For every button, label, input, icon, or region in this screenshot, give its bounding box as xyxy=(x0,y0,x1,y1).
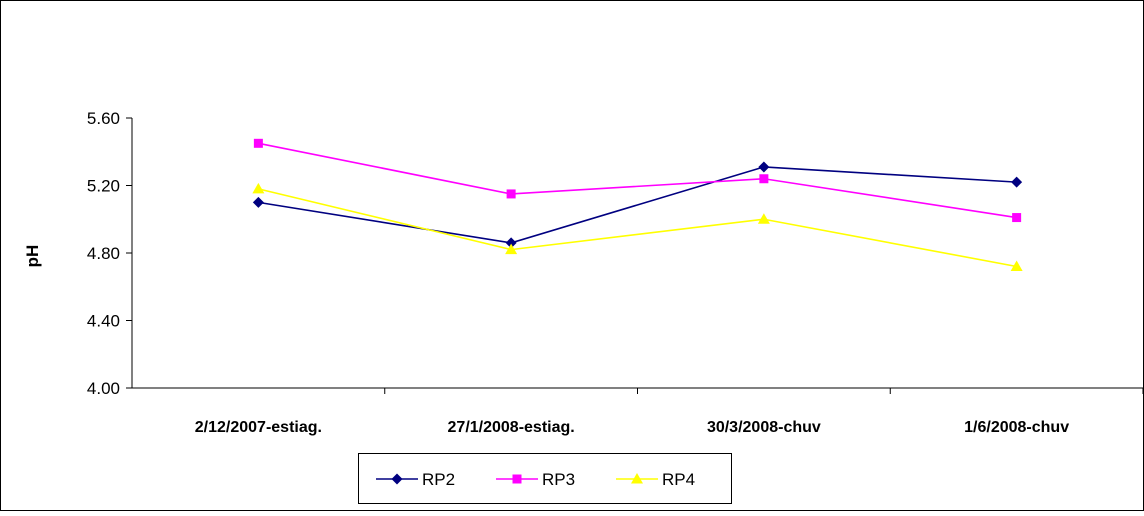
x-tick-label: 30/3/2008-chuv xyxy=(707,419,821,436)
series-line xyxy=(258,188,1017,268)
legend-item-rp4: RP4 xyxy=(616,470,695,489)
data-point xyxy=(758,161,770,173)
legend-label: RP2 xyxy=(422,470,455,489)
legend-item-rp2: RP2 xyxy=(376,470,455,489)
data-point xyxy=(506,189,516,199)
data-point xyxy=(252,182,265,194)
data-point xyxy=(505,243,518,255)
series-rp2 xyxy=(252,161,1023,249)
y-tick-label: 5.20 xyxy=(87,177,120,196)
legend-marker xyxy=(631,473,643,484)
series-line xyxy=(258,166,1017,244)
y-tick-label: 5.60 xyxy=(87,109,120,128)
x-tick-label: 1/6/2008-chuv xyxy=(964,419,1069,436)
x-tick-label: 27/1/2008-estiag. xyxy=(448,419,575,436)
data-point xyxy=(1011,176,1023,188)
legend-box xyxy=(358,453,732,504)
legend-marker xyxy=(391,473,403,485)
data-point xyxy=(759,174,769,184)
series-layer xyxy=(252,138,1023,271)
data-point xyxy=(252,196,264,208)
legend-item-rp3: RP3 xyxy=(496,470,575,489)
axes: 4.00 4.40 4.80 5.20 5.60 2/12/2007-estiag. 27/… xyxy=(87,109,1144,436)
data-point xyxy=(1012,213,1022,223)
series-line xyxy=(258,142,1017,219)
legend-label: RP3 xyxy=(542,470,575,489)
series-rp4 xyxy=(252,182,1023,271)
y-tick-label: 4.00 xyxy=(87,379,120,398)
x-tick-label: 2/12/2007-estiag. xyxy=(195,419,322,436)
y-tick-label: 4.40 xyxy=(87,312,120,331)
data-point xyxy=(505,237,517,249)
y-tick-label: 4.80 xyxy=(87,244,120,263)
y-axis-title: pH xyxy=(23,245,42,268)
data-point xyxy=(1010,260,1023,271)
legend-label: RP4 xyxy=(662,470,695,489)
data-point xyxy=(253,138,263,148)
data-point xyxy=(757,213,770,224)
legend: RP2 RP3 RP4 xyxy=(358,453,732,504)
legend-marker xyxy=(512,474,522,484)
series-rp3 xyxy=(253,138,1022,223)
